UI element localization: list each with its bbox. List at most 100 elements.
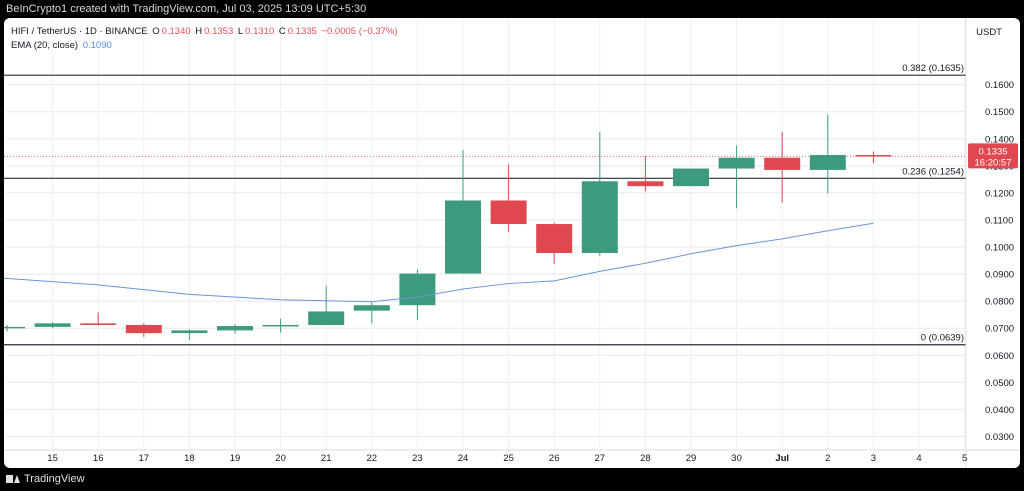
y-tick-label: 0.1200 (985, 188, 1014, 199)
candle-body (171, 330, 208, 334)
last-price-value: 0.1335 (978, 146, 1007, 157)
open-value: 0.1340 (161, 26, 191, 37)
candle (490, 164, 527, 233)
x-tick-label: 3 (871, 453, 876, 464)
candle (399, 269, 436, 321)
open-label: O (152, 26, 160, 37)
y-tick-label: 0.1100 (985, 215, 1013, 226)
x-tick-label: 28 (640, 453, 651, 464)
y-tick-label: 0.0300 (985, 432, 1014, 443)
y-tick-label: 0.1400 (985, 134, 1014, 145)
x-tick-label: 20 (275, 453, 286, 464)
candle (80, 312, 117, 326)
candle (718, 145, 755, 209)
candle-body (353, 305, 390, 311)
currency-label: USDT (976, 27, 1002, 38)
candle-body (718, 157, 755, 169)
price-axis: 0.16000.15000.14000.13000.12000.11000.10… (965, 18, 1014, 468)
y-tick-label: 0.1000 (985, 243, 1014, 254)
candle (627, 155, 664, 192)
candle-body (627, 181, 664, 187)
symbol-label[interactable]: HIFI / TetherUS · 1D · BINANCE (11, 26, 148, 37)
candle (764, 132, 801, 203)
time-axis: 415161718192021222324252627282930Jul2345 (4, 449, 1020, 464)
footer: TradingView (6, 473, 85, 485)
ema-label[interactable]: EMA (20, close) (11, 40, 79, 51)
x-tick-label: 17 (139, 453, 150, 464)
y-tick-label: 0.0700 (985, 324, 1014, 335)
candle (673, 168, 709, 187)
candle (4, 324, 25, 332)
close-label: C (278, 26, 286, 37)
last-price-badge (968, 143, 1018, 169)
y-tick-label: 0.0800 (985, 297, 1014, 308)
x-tick-label: 2 (825, 453, 830, 464)
candle-body (262, 324, 299, 327)
candle (171, 329, 208, 340)
candle-body (855, 155, 892, 157)
candle (308, 285, 345, 325)
candle-body (764, 157, 801, 170)
candle-body (4, 326, 25, 329)
candle-body (34, 323, 71, 327)
grid-lines (6, 18, 966, 450)
candlestick-chart[interactable]: 0.382 (0.1635) 0.236 (0.1254) 0 (0.0639) 0… (4, 18, 1020, 468)
fib-level-label: 0.236 (0.1254) (902, 166, 964, 177)
high-label: H (195, 26, 203, 37)
low-label: L (237, 26, 244, 37)
y-tick-label: 0.0400 (985, 405, 1014, 416)
y-tick-label: 0.1500 (985, 107, 1014, 118)
candle (217, 323, 253, 334)
candle-body (125, 324, 162, 334)
x-tick-label: 18 (184, 453, 195, 464)
x-tick-label: 15 (47, 453, 58, 464)
x-tick-label: 21 (321, 453, 332, 464)
fib-level-label: 0.382 (0.1635) (902, 63, 964, 74)
candle (445, 150, 481, 274)
brand-label[interactable]: TradingView (24, 473, 85, 485)
tradingview-logo-icon (6, 474, 20, 484)
x-tick-label: 26 (549, 453, 560, 464)
candle (262, 318, 299, 333)
candle-body (673, 168, 709, 187)
creator-line: BeInCrypto1 created with TradingView.com… (6, 3, 367, 15)
candle (581, 132, 618, 256)
x-tick-label: 4 (916, 453, 921, 464)
x-tick-label: 22 (367, 453, 378, 464)
candle-body (490, 200, 527, 225)
x-tick-label: 30 (731, 453, 742, 464)
x-tick-label: 27 (595, 453, 606, 464)
ema-line (4, 222, 874, 303)
candle (855, 151, 892, 164)
y-tick-label: 0.0600 (985, 351, 1014, 362)
candle-body (445, 200, 481, 274)
x-tick-label: 24 (458, 453, 469, 464)
x-tick-label: 19 (230, 453, 241, 464)
candles (4, 114, 892, 340)
candle-body (581, 181, 618, 253)
x-tick-label: 25 (503, 453, 514, 464)
y-tick-label: 0.0500 (985, 378, 1014, 389)
x-tick-label: 16 (93, 453, 104, 464)
candle-body (399, 273, 436, 306)
x-tick-label: Jul (775, 453, 789, 464)
low-value: 0.1310 (245, 26, 275, 37)
high-value: 0.1353 (204, 26, 234, 37)
fib-level-label: 0 (0.0639) (921, 333, 964, 344)
x-tick-label: 29 (686, 453, 697, 464)
x-tick-label: 23 (412, 453, 423, 464)
chart-panel[interactable]: 0.382 (0.1635) 0.236 (0.1254) 0 (0.0639) 0… (4, 18, 1020, 468)
candle (353, 301, 390, 324)
candle-body (80, 323, 117, 325)
candle (536, 222, 573, 264)
x-tick-label: 5 (962, 453, 967, 464)
candle (809, 114, 846, 194)
candle-body (217, 326, 253, 331)
candle (125, 323, 162, 337)
y-tick-label: 0.0900 (985, 270, 1014, 281)
change-value: −0.0005 (−0.37%) (321, 26, 398, 37)
legend-row-symbol: HIFI / TetherUS · 1D · BINANCE O 0.1340 H… (11, 25, 400, 39)
legend: HIFI / TetherUS · 1D · BINANCE O 0.1340 H… (11, 25, 400, 53)
